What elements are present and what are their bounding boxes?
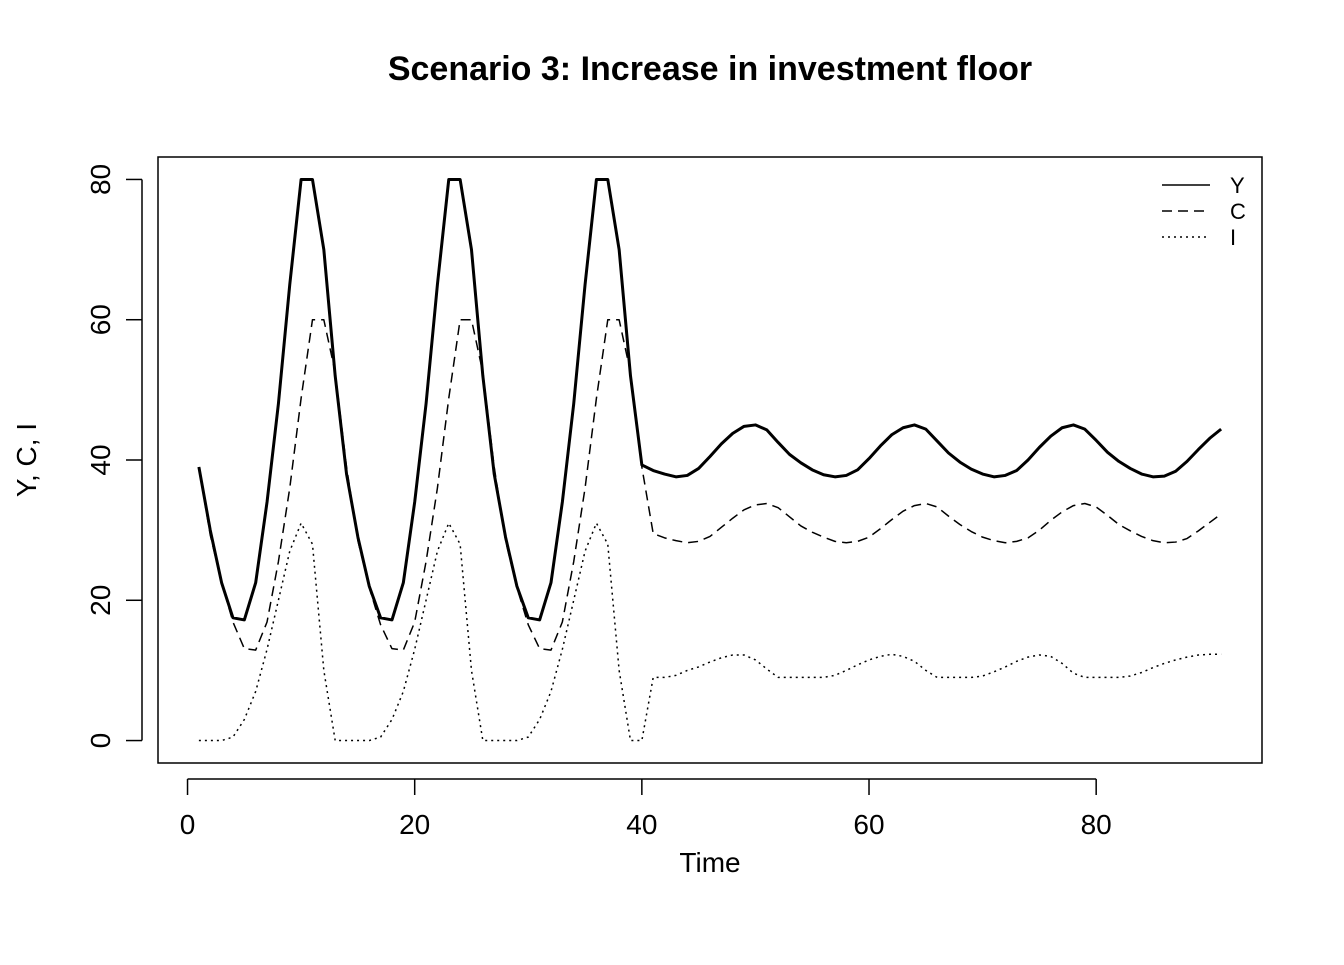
series-line	[198, 318, 1222, 651]
x-tick-label: 40	[626, 809, 657, 840]
y-tick-label: 0	[85, 733, 116, 749]
y-tick-label: 20	[85, 585, 116, 616]
legend-label: Y	[1230, 173, 1245, 198]
legend-label: I	[1230, 225, 1236, 250]
chart-title: Scenario 3: Increase in investment floor	[388, 50, 1032, 88]
legend-label: C	[1230, 199, 1246, 224]
x-tick-label: 80	[1081, 809, 1112, 840]
x-tick-label: 60	[853, 809, 884, 840]
x-tick-label: 20	[399, 809, 430, 840]
series-line	[198, 522, 1222, 742]
x-tick-label: 0	[180, 809, 196, 840]
y-axis-label: Y, C, I	[11, 423, 42, 497]
y-tick-label: 40	[85, 444, 116, 475]
x-axis-label: Time	[679, 847, 740, 878]
y-tick-label: 80	[85, 164, 116, 195]
series-line	[197, 177, 1223, 622]
y-tick-label: 60	[85, 304, 116, 335]
plot-frame	[157, 156, 1263, 764]
